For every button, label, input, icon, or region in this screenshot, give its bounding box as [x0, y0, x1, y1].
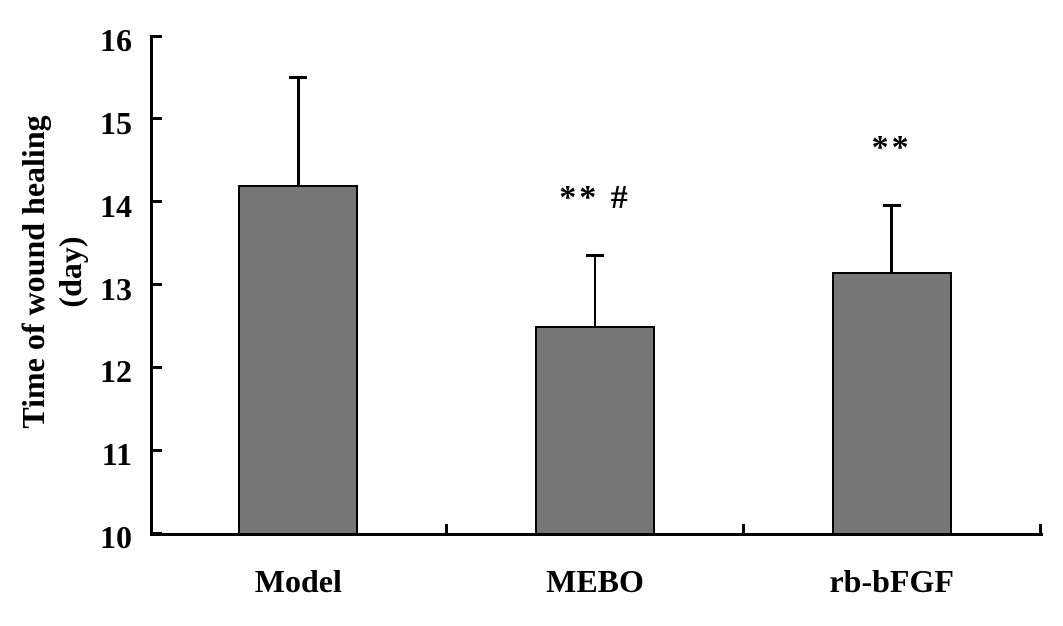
x-category-label: MEBO: [546, 563, 644, 599]
x-category-label: rb-bFGF: [829, 563, 954, 599]
x-axis-tick: [445, 524, 449, 533]
x-axis-tick: [1038, 524, 1042, 533]
y-axis-tick: [150, 117, 162, 121]
error-bar-line: [297, 77, 300, 186]
significance-annotation: ** #: [559, 178, 631, 216]
x-axis-tick: [741, 524, 745, 533]
y-axis-tick: [150, 531, 162, 535]
y-axis-tick-label: 15: [100, 104, 132, 141]
y-axis-tick: [150, 283, 162, 286]
y-axis-tick: [150, 34, 162, 38]
y-axis-tick-label: 11: [101, 436, 132, 473]
error-bar-cap: [882, 204, 901, 208]
y-axis-tick-label: 12: [100, 353, 132, 390]
y-axis-tick-label: 10: [100, 519, 132, 555]
y-axis-tick-label: 16: [100, 22, 132, 58]
y-axis-tick: [150, 448, 162, 452]
x-category-label: Model: [254, 563, 342, 599]
y-axis-tick: [150, 200, 162, 204]
y-axis-tick-label: 14: [100, 187, 132, 224]
bar: [238, 185, 359, 533]
error-bar-line: [593, 255, 597, 326]
bar: [535, 325, 655, 533]
y-axis-tick-label: 13: [100, 270, 132, 307]
plot-area: [150, 36, 1043, 536]
error-bar-line: [890, 205, 893, 273]
error-bar-cap: [586, 254, 604, 257]
bar: [831, 272, 952, 533]
significance-annotation: **: [871, 128, 912, 166]
y-axis-tick: [150, 365, 162, 369]
error-bar-cap: [289, 75, 308, 79]
